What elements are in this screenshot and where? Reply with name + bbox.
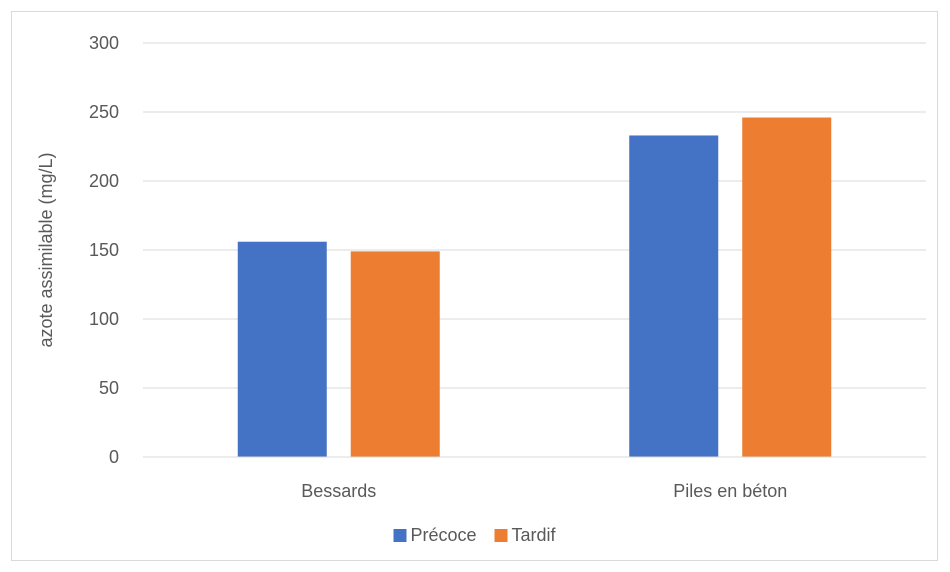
legend-label-pr-coce: Précoce	[411, 525, 477, 545]
chart-area: 0 50 100 150 200 250 300 Bessards Piles en béto…	[11, 11, 938, 561]
y-tick-label: 250	[89, 102, 119, 122]
y-tick-label: 150	[89, 240, 119, 260]
y-axis-title: azote assimilable (mg/L)	[36, 152, 56, 347]
legend-label-tardif: Tardif	[512, 525, 557, 545]
legend: Précoce Tardif	[393, 525, 557, 545]
bar-pr-coce-1	[629, 135, 719, 457]
bar-chart: 0 50 100 150 200 250 300 Bessards Piles en béto…	[36, 33, 926, 545]
x-tick-label: Bessards	[301, 481, 376, 501]
y-tick-label: 100	[89, 309, 119, 329]
legend-swatch-pr-coce	[393, 529, 407, 542]
bars	[237, 117, 832, 458]
y-tick-label: 50	[99, 378, 119, 398]
legend-swatch-tardif	[494, 529, 508, 542]
y-tick-label: 200	[89, 171, 119, 191]
bar-pr-coce-0	[237, 241, 327, 457]
x-axis-ticks: Bessards Piles en béton	[301, 481, 787, 501]
bar-tardif-1	[742, 117, 832, 458]
bar-tardif-0	[350, 251, 440, 457]
y-tick-label: 300	[89, 33, 119, 53]
y-tick-label: 0	[109, 447, 119, 467]
y-axis-ticks: 0 50 100 150 200 250 300	[89, 33, 119, 467]
x-tick-label: Piles en béton	[673, 481, 787, 501]
